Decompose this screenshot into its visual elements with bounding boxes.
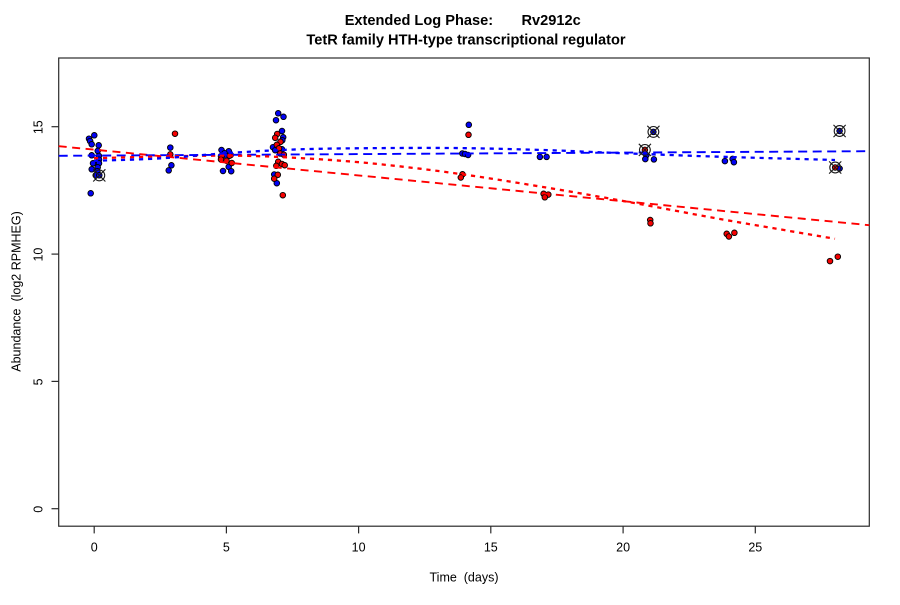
svg-text:0: 0 — [91, 541, 98, 555]
svg-text:0: 0 — [31, 506, 45, 513]
svg-text:5: 5 — [223, 541, 230, 555]
svg-text:10: 10 — [352, 541, 366, 555]
svg-text:20: 20 — [616, 541, 630, 555]
svg-text:Time (days): Time (days) — [430, 570, 499, 584]
svg-text:Abundance (log2 RPMHEG): Abundance (log2 RPMHEG) — [10, 211, 24, 371]
svg-text:15: 15 — [484, 541, 498, 555]
svg-text:Extended Log Phase: Rv29: Extended Log Phase: Rv2912c — [345, 13, 581, 29]
svg-text:10: 10 — [31, 248, 45, 262]
svg-text:TetR family HTH-type transcrip: TetR family HTH-type transcriptional reg… — [306, 33, 626, 49]
svg-text:5: 5 — [31, 378, 45, 385]
svg-text:15: 15 — [31, 120, 45, 134]
svg-text:25: 25 — [748, 541, 762, 555]
